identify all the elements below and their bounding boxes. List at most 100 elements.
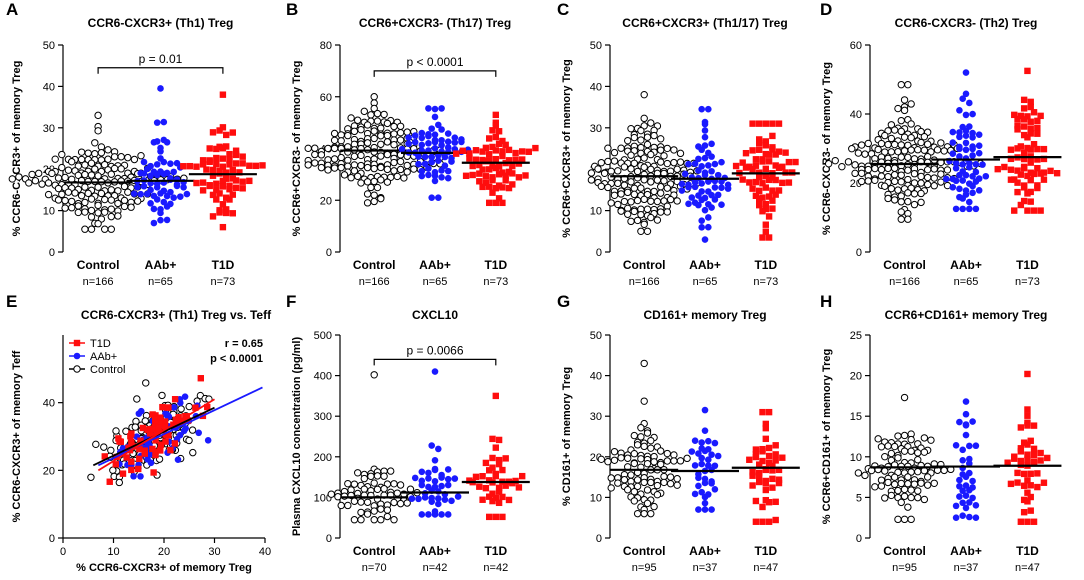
data-point — [81, 225, 89, 233]
data-point — [223, 206, 230, 213]
data-point — [701, 499, 709, 507]
data-point — [907, 134, 915, 142]
panel-label: B — [286, 0, 298, 19]
data-point — [910, 190, 919, 198]
data-point — [408, 495, 416, 502]
data-point — [663, 144, 671, 153]
data-point — [157, 447, 164, 454]
data-point — [495, 488, 503, 495]
data-point — [1034, 164, 1041, 172]
data-point — [396, 122, 405, 130]
legend-marker — [73, 352, 81, 360]
p-value-label: p = 0.0066 — [406, 343, 463, 357]
data-point — [982, 172, 990, 180]
data-point — [1014, 126, 1021, 133]
data-point — [959, 457, 966, 464]
data-point — [969, 152, 976, 159]
data-point — [633, 216, 642, 225]
data-point — [695, 474, 702, 482]
data-point — [956, 133, 963, 141]
data-point — [630, 184, 638, 192]
data-point — [492, 494, 499, 502]
y-tick-label: 50 — [590, 40, 602, 52]
data-point — [137, 473, 144, 480]
data-point — [163, 216, 171, 224]
data-point — [311, 144, 319, 152]
data-point — [181, 393, 189, 400]
data-point — [739, 159, 746, 166]
data-point — [489, 464, 496, 471]
data-point — [647, 213, 655, 222]
data-point — [360, 485, 368, 493]
data-point — [691, 160, 699, 168]
data-point — [769, 475, 776, 483]
data-point — [431, 138, 439, 146]
data-point — [144, 426, 151, 433]
data-point — [206, 182, 213, 190]
n-label: n=65 — [148, 276, 173, 288]
data-point — [183, 190, 191, 198]
data-point — [1040, 176, 1048, 183]
data-point — [759, 208, 766, 215]
data-point — [966, 205, 973, 213]
data-point — [1024, 518, 1031, 525]
data-point — [769, 205, 776, 212]
data-point — [670, 146, 678, 154]
data-point — [150, 219, 158, 227]
data-point — [643, 227, 652, 236]
data-point — [486, 135, 493, 142]
data-point — [900, 492, 909, 500]
data-point — [673, 475, 681, 483]
data-point — [486, 493, 493, 500]
data-point — [698, 217, 705, 224]
data-point — [765, 459, 773, 467]
data-point — [354, 469, 362, 477]
data-point — [765, 151, 773, 158]
data-point — [759, 158, 766, 165]
data-point — [334, 493, 342, 501]
data-point — [354, 116, 362, 124]
n-label: n=65 — [423, 276, 448, 288]
data-point — [489, 490, 496, 497]
data-point — [920, 132, 929, 141]
data-point — [907, 486, 915, 494]
category-label: T1D — [484, 544, 507, 558]
data-point — [193, 179, 200, 187]
data-point — [128, 458, 135, 465]
data-point — [962, 127, 970, 135]
data-point — [35, 169, 43, 178]
data-point — [466, 477, 473, 484]
data-point — [701, 127, 709, 134]
data-point — [962, 111, 970, 119]
data-point — [831, 156, 839, 165]
data-point — [438, 482, 445, 490]
data-point — [762, 205, 769, 213]
data-point — [762, 420, 769, 428]
data-point — [486, 183, 493, 190]
data-point — [894, 454, 902, 462]
data-point — [174, 456, 182, 463]
data-point — [1027, 507, 1034, 514]
group-aab — [398, 105, 472, 201]
data-point — [1027, 146, 1034, 153]
data-point — [772, 151, 779, 158]
data-point — [486, 477, 493, 484]
data-point — [223, 175, 230, 182]
data-point — [604, 157, 612, 166]
data-point — [940, 466, 948, 475]
data-point — [77, 148, 86, 156]
data-point — [1027, 482, 1034, 489]
n-label: n=73 — [753, 276, 778, 288]
data-point — [647, 178, 655, 186]
data-point — [910, 200, 919, 209]
data-point — [756, 478, 763, 486]
data-point — [711, 184, 719, 191]
data-point — [711, 196, 719, 203]
data-point — [370, 516, 378, 524]
data-point — [897, 198, 905, 206]
y-tick-label: 0 — [326, 247, 332, 259]
y-tick-label: 500 — [314, 330, 332, 342]
category-label: AAb+ — [419, 258, 451, 272]
data-point — [614, 479, 622, 487]
data-point — [58, 163, 66, 172]
